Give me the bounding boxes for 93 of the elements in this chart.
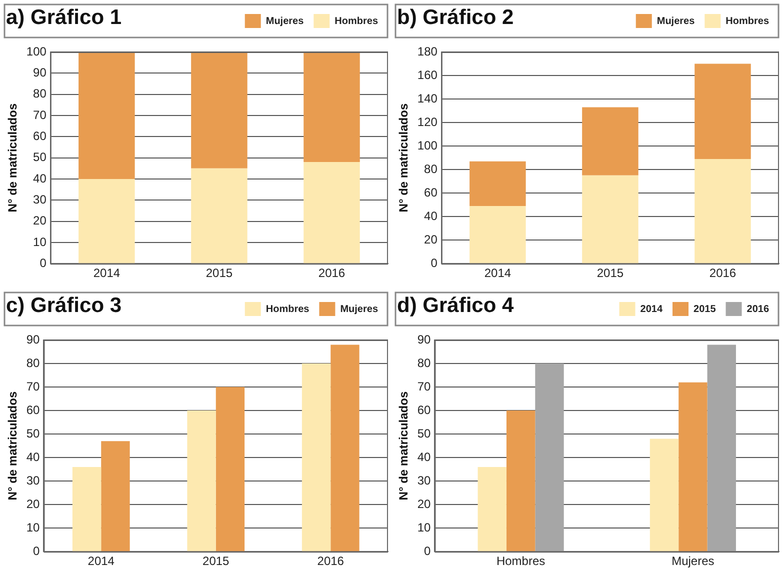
y-tick-label: 140	[417, 91, 438, 106]
x-tick-label: 2016	[709, 266, 736, 280]
chart-title: c) Gráfico 3	[6, 294, 122, 318]
bar	[78, 52, 135, 179]
bar	[470, 206, 526, 264]
chart-title: d) Gráfico 4	[397, 294, 514, 318]
bar	[582, 175, 638, 264]
y-tick-label: 120	[417, 114, 438, 129]
bar	[304, 52, 360, 162]
y-tick-label: 70	[417, 379, 432, 394]
legend-label: 2016	[746, 304, 770, 315]
y-tick-label: 50	[26, 426, 40, 440]
y-tick-label: 40	[417, 450, 432, 464]
x-tick-label: 2016	[318, 266, 346, 280]
bar	[191, 52, 248, 168]
y-axis-title: N° de matriculados	[6, 103, 20, 212]
y-axis-title: N° de matriculados	[396, 103, 411, 212]
y-tick-label: 0	[424, 544, 432, 558]
legend-label: Mujeres	[266, 16, 304, 27]
legend-label: Hombres	[726, 16, 770, 27]
bar	[187, 410, 216, 552]
bar	[678, 382, 708, 552]
legend-label: 2014	[640, 304, 663, 315]
y-tick-label: 10	[417, 520, 432, 534]
y-tick-label: 20	[33, 214, 47, 228]
bar	[506, 410, 536, 552]
y-tick-label: 90	[417, 332, 432, 346]
bar	[650, 438, 679, 552]
bar	[304, 162, 360, 264]
bar	[216, 387, 245, 552]
bar	[302, 364, 331, 552]
y-tick-label: 20	[26, 496, 40, 511]
y-tick-label: 20	[417, 496, 432, 511]
y-tick-label: 30	[33, 192, 47, 206]
y-tick-label: 180	[417, 44, 438, 58]
y-tick-label: 60	[26, 402, 40, 417]
bar	[470, 161, 526, 206]
y-tick-label: 80	[417, 356, 432, 370]
bar	[78, 178, 135, 264]
x-tick-label: 2016	[317, 554, 344, 568]
y-tick-label: 100	[417, 138, 438, 152]
y-tick-label: 0	[40, 256, 47, 270]
y-tick-label: 90	[33, 65, 47, 80]
y-tick-label: 70	[26, 379, 40, 394]
bar	[478, 466, 506, 552]
y-tick-label: 80	[26, 356, 40, 370]
y-tick-label: 40	[26, 450, 40, 464]
x-tick-label: Mujeres	[672, 554, 714, 568]
y-tick-label: 100	[26, 44, 47, 58]
legend-label: Hombres	[334, 16, 378, 27]
y-tick-label: 10	[26, 520, 40, 534]
y-axis-title: N° de matriculados	[6, 391, 20, 500]
bar	[101, 441, 130, 552]
bar	[707, 344, 736, 552]
x-tick-label: 2015	[206, 266, 233, 280]
legend-label: Mujeres	[340, 304, 378, 315]
legend-label: 2015	[694, 304, 716, 315]
y-tick-label: 10	[33, 234, 47, 249]
bar	[535, 364, 564, 552]
bar	[694, 64, 751, 159]
x-tick-label: 2015	[596, 266, 624, 280]
y-tick-label: 80	[424, 162, 438, 176]
bar	[72, 466, 102, 552]
bar	[582, 107, 638, 176]
y-tick-label: 70	[33, 108, 47, 122]
y-tick-label: 90	[26, 332, 40, 346]
y-tick-label: 0	[33, 544, 40, 558]
bar	[330, 344, 360, 552]
y-axis-title: N° de matriculados	[396, 391, 411, 500]
bar	[694, 158, 751, 264]
y-tick-label: 60	[424, 185, 438, 200]
bar	[191, 168, 248, 264]
chart-title: b) Gráfico 2	[397, 6, 514, 30]
y-tick-label: 80	[33, 86, 47, 101]
y-tick-label: 30	[417, 473, 432, 488]
y-tick-label: 60	[33, 128, 47, 143]
x-tick-label: 2014	[484, 266, 512, 280]
y-tick-label: 40	[424, 208, 438, 223]
y-tick-label: 40	[33, 171, 47, 186]
legend-label: Mujeres	[656, 16, 696, 27]
y-tick-label: 30	[26, 473, 40, 488]
x-tick-label: 2014	[88, 554, 115, 568]
y-tick-label: 50	[417, 426, 432, 440]
y-tick-label: 60	[417, 402, 432, 417]
legend-label: Hombres	[266, 304, 310, 315]
y-tick-label: 50	[33, 150, 47, 164]
x-tick-label: Hombres	[496, 554, 546, 568]
chart-title: a) Gráfico 1	[6, 6, 122, 30]
x-tick-label: 2015	[202, 554, 230, 568]
y-tick-label: 160	[417, 68, 438, 82]
y-tick-label: 0	[430, 256, 438, 270]
y-tick-label: 20	[424, 232, 438, 246]
x-tick-label: 2014	[93, 266, 120, 280]
